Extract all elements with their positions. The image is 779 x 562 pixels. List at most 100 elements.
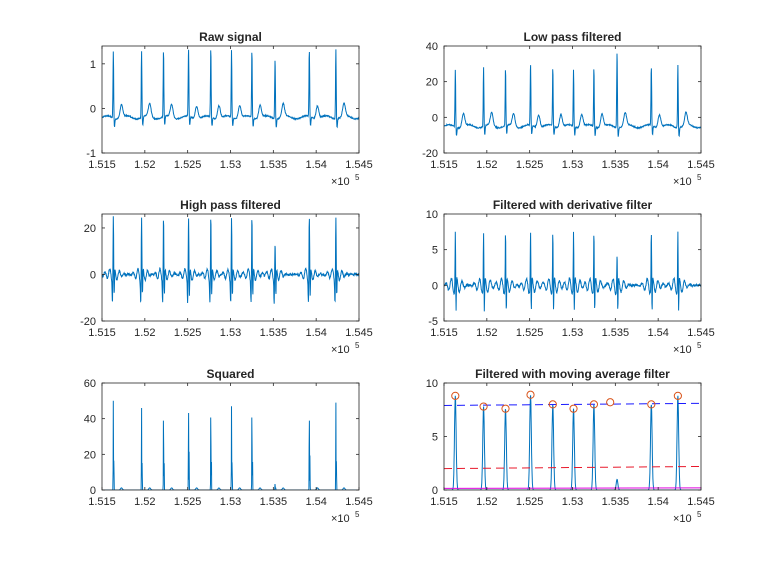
x-tick-label: 1.535 (602, 327, 630, 339)
x-tick-label: 1.52 (134, 496, 155, 508)
x-exponent-power: 5 (697, 173, 702, 182)
x-tick-label: 1.53 (562, 159, 583, 171)
x-tick-label: 1.53 (562, 327, 583, 339)
x-tick-label: 1.52 (134, 159, 155, 171)
peak-marker (479, 402, 488, 411)
subplot-5: 1.515 1.52 1.525 1.53 1.535 1.54 1.545 0 20 40 60 ×… (84, 367, 373, 525)
y-tick-label: 0 (432, 280, 438, 292)
y-tick-label: 40 (84, 414, 96, 426)
x-exponent-power: 5 (355, 510, 360, 519)
peak-marker (501, 404, 510, 413)
subplot-title: Squared (206, 367, 254, 381)
x-tick-label: 1.525 (174, 496, 202, 508)
x-exponent-power: 5 (697, 510, 702, 519)
x-tick-label: 1.545 (345, 496, 373, 508)
peak-marker (526, 390, 535, 399)
subplot-title: Filtered with derivative filter (493, 198, 653, 212)
subplot-title: High pass filtered (180, 198, 281, 212)
y-tick-label: 40 (426, 41, 438, 53)
x-tick-label: 1.53 (562, 496, 583, 508)
x-exponent-power: 5 (697, 341, 702, 350)
peak-marker (647, 400, 656, 409)
peak-marker (569, 404, 578, 413)
x-tick-label: 1.545 (687, 327, 715, 339)
x-exponent-label: ×10 (673, 513, 692, 525)
y-tick-label: 0 (432, 112, 438, 124)
plot-area (444, 214, 701, 321)
x-exponent-label: ×10 (331, 176, 350, 188)
x-tick-label: 1.54 (305, 159, 326, 171)
x-tick-label: 1.54 (647, 159, 668, 171)
subplot-3: 1.515 1.52 1.525 1.53 1.535 1.54 1.545 -20 0 20 ×1… (80, 198, 373, 356)
plot-area (444, 46, 701, 153)
y-tick-label: 0 (432, 485, 438, 497)
x-tick-label: 1.52 (476, 496, 497, 508)
x-tick-label: 1.515 (88, 159, 116, 171)
x-tick-label: 1.525 (174, 159, 202, 171)
x-tick-label: 1.515 (88, 496, 116, 508)
threshold-line-2 (444, 465, 701, 470)
y-tick-label: 10 (426, 378, 438, 390)
y-tick-label: 20 (426, 77, 438, 89)
x-tick-label: 1.54 (305, 496, 326, 508)
x-tick-label: 1.525 (516, 327, 544, 339)
subplot-4: 1.515 1.52 1.525 1.53 1.535 1.54 1.545 -5 0 5 10 ×1… (426, 198, 715, 356)
y-tick-label: 5 (432, 432, 438, 444)
x-exponent-label: ×10 (673, 176, 692, 188)
y-tick-label: 0 (90, 103, 96, 115)
x-tick-label: 1.515 (88, 327, 116, 339)
y-tick-label: 10 (426, 209, 438, 221)
subplot-title: Filtered with moving average filter (475, 367, 670, 381)
x-exponent-label: ×10 (331, 344, 350, 356)
y-tick-label: 0 (90, 485, 96, 497)
signal-line (444, 53, 701, 138)
peak-marker (606, 398, 615, 407)
x-tick-label: 1.515 (430, 327, 458, 339)
x-tick-label: 1.54 (305, 327, 326, 339)
x-tick-label: 1.545 (687, 496, 715, 508)
x-tick-label: 1.545 (345, 159, 373, 171)
x-tick-label: 1.54 (647, 327, 668, 339)
y-tick-label: -20 (422, 148, 438, 160)
y-tick-label: 5 (432, 245, 438, 257)
signal-line (102, 216, 359, 304)
x-tick-label: 1.525 (516, 159, 544, 171)
x-tick-label: 1.52 (134, 327, 155, 339)
subplot-1: 1.515 1.52 1.525 1.53 1.535 1.54 1.545 -1 0 1 ×10 5… (86, 30, 373, 188)
x-tick-label: 1.515 (430, 159, 458, 171)
signal-line (102, 49, 359, 129)
signal-line (444, 231, 701, 312)
x-exponent-label: ×10 (331, 513, 350, 525)
x-tick-label: 1.535 (602, 496, 630, 508)
subplot-title: Raw signal (199, 30, 262, 44)
x-tick-label: 1.52 (476, 327, 497, 339)
y-tick-label: 1 (90, 59, 96, 71)
x-tick-label: 1.535 (602, 159, 630, 171)
x-tick-label: 1.545 (687, 159, 715, 171)
y-tick-label: 0 (90, 269, 96, 281)
x-tick-label: 1.535 (260, 159, 288, 171)
x-tick-label: 1.525 (174, 327, 202, 339)
x-exponent-power: 5 (355, 173, 360, 182)
plot-area (102, 214, 359, 321)
x-exponent-label: ×10 (673, 344, 692, 356)
plot-area (102, 383, 359, 490)
y-tick-label: 20 (84, 223, 96, 235)
x-tick-label: 1.535 (260, 496, 288, 508)
subplot-6: 1.515 1.52 1.525 1.53 1.535 1.54 1.545 0 5 10 ×10 5… (426, 367, 715, 525)
peak-marker (673, 391, 682, 400)
x-tick-label: 1.525 (516, 496, 544, 508)
x-tick-label: 1.54 (647, 496, 668, 508)
x-tick-label: 1.535 (260, 327, 288, 339)
subplot-title: Low pass filtered (523, 30, 621, 44)
x-tick-label: 1.53 (220, 159, 241, 171)
y-tick-label: -5 (428, 316, 438, 328)
y-tick-label: -1 (86, 148, 96, 160)
x-tick-label: 1.545 (345, 327, 373, 339)
peak-marker (589, 400, 599, 409)
x-tick-label: 1.53 (220, 496, 241, 508)
x-tick-label: 1.515 (430, 496, 458, 508)
y-tick-label: 60 (84, 378, 96, 390)
peak-marker (451, 391, 460, 400)
